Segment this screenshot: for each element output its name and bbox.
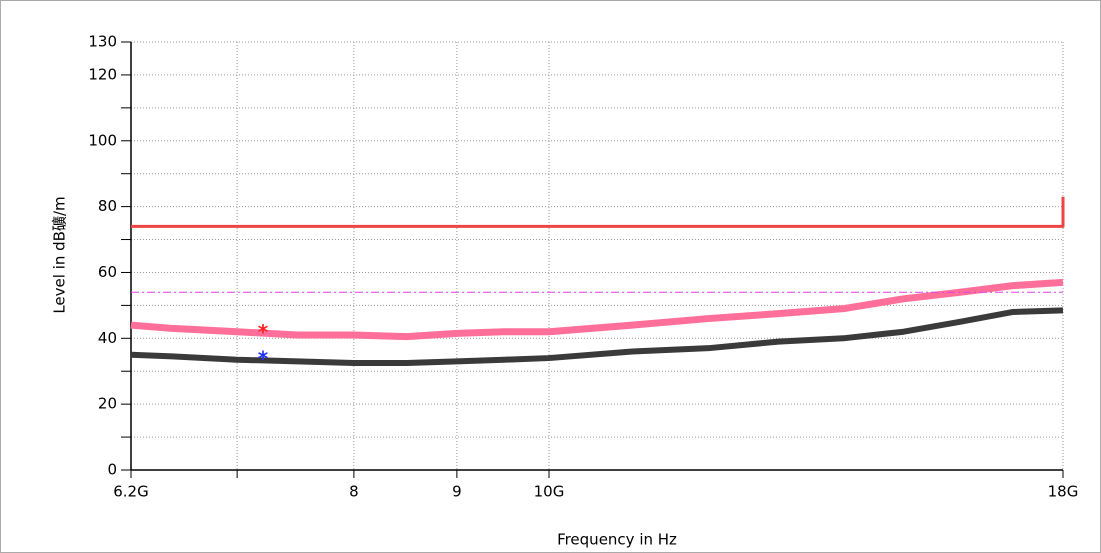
x-tick-label: 9: [452, 483, 462, 501]
series-line: [130, 307, 1064, 366]
y-tick-label: 40: [98, 329, 117, 347]
x-axis-label: Frequency in Hz: [557, 531, 677, 549]
y-tick-label: 130: [88, 33, 117, 51]
series-line: [131, 196, 1065, 228]
y-tick-label: 20: [98, 395, 117, 413]
series-line: [130, 278, 1064, 341]
x-tick-label: 8: [349, 483, 359, 501]
y-tick-label: 120: [88, 65, 117, 83]
y-tick-label: 0: [107, 461, 117, 479]
y-axis-label: Level in dB礦/m: [51, 196, 69, 313]
y-tick-label: 80: [98, 197, 117, 215]
x-tick-label: 6.2G: [113, 483, 148, 501]
y-tick-label: 100: [88, 131, 117, 149]
marker: *: [258, 347, 269, 371]
marker: *: [258, 320, 269, 344]
x-tick-label: 18G: [1048, 483, 1079, 501]
y-tick-label: 60: [98, 263, 117, 281]
x-tick-label: 10G: [534, 483, 565, 501]
